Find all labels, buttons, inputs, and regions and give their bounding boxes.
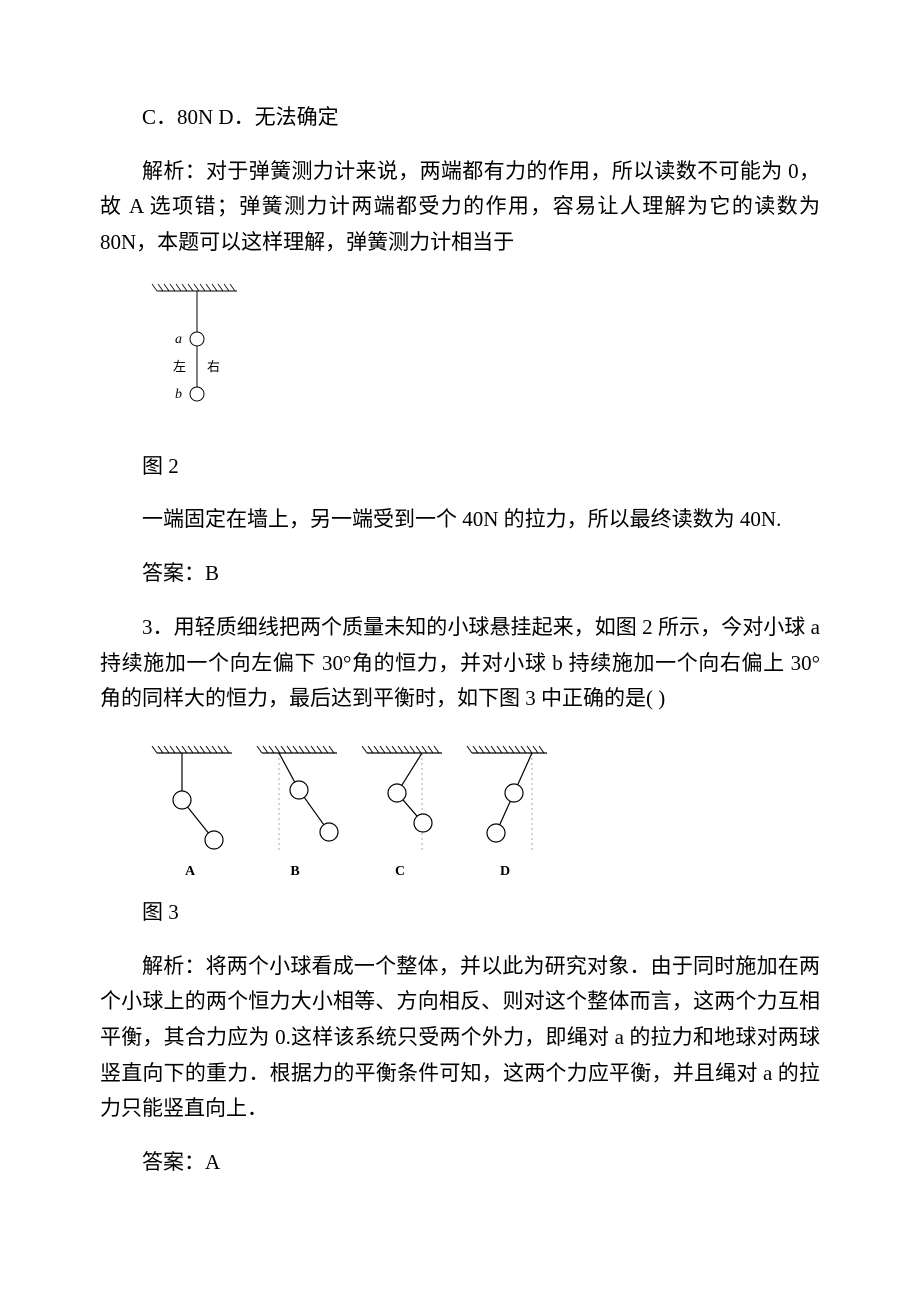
svg-text:b: b: [175, 387, 182, 402]
page-content: C．80N D．无法确定 解析：对于弹簧测力计来说，两端都有力的作用，所以读数不…: [0, 0, 920, 1259]
svg-text:D: D: [500, 864, 510, 879]
analysis-1: 解析：对于弹簧测力计来说，两端都有力的作用，所以读数不可能为 0，故 A 选项错…: [100, 154, 820, 261]
analysis-2: 解析：将两个小球看成一个整体，并以此为研究对象．由于同时施加在两个小球上的两个恒…: [100, 949, 820, 1127]
svg-text:A: A: [185, 864, 196, 879]
svg-text:左: 左: [173, 359, 186, 374]
continuation-1: 一端固定在墙上，另一端受到一个 40N 的拉力，所以最终读数为 40N.: [100, 502, 820, 538]
answer-2: 答案：A: [100, 1145, 820, 1181]
figure-2: a左 右 b: [142, 279, 820, 439]
options-c-d: C．80N D．无法确定: [100, 100, 820, 136]
svg-text:C: C: [395, 864, 405, 879]
svg-text:B: B: [290, 864, 299, 879]
question-3: 3．用轻质细线把两个质量未知的小球悬挂起来，如图 2 所示，今对小球 a 持续施…: [100, 610, 820, 717]
figure-3-caption: 图 3: [100, 895, 820, 931]
figure-3-svg: A B C D: [142, 735, 562, 885]
svg-text:右: 右: [207, 359, 220, 374]
figure-2-caption: 图 2: [100, 449, 820, 485]
svg-text:a: a: [175, 332, 182, 347]
figure-2-svg: a左 右 b: [142, 279, 262, 439]
figure-3: A B C D: [142, 735, 820, 885]
answer-1: 答案：B: [100, 556, 820, 592]
